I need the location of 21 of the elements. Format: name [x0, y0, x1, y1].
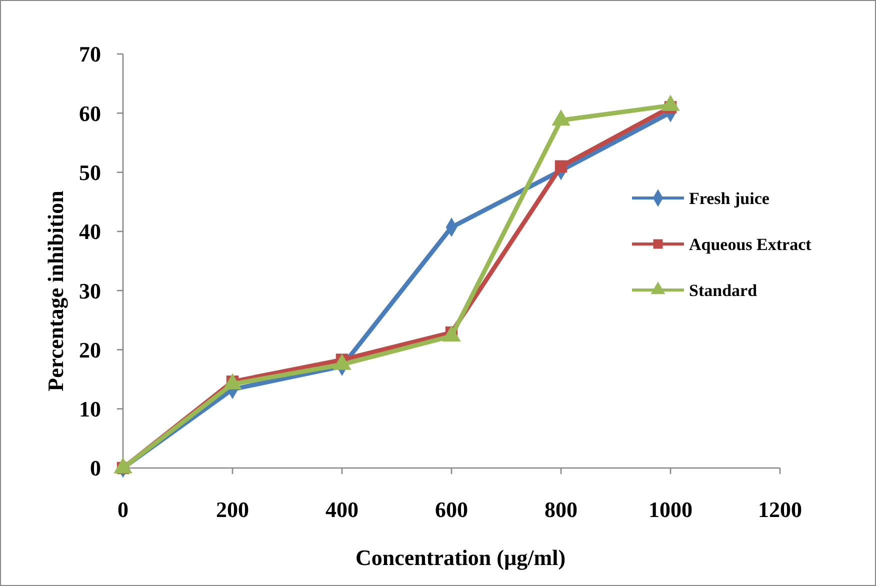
legend-label: Fresh juice: [689, 188, 770, 208]
y-tick-label: 60: [79, 100, 101, 126]
legend-label: Standard: [689, 280, 758, 300]
x-tick-label: 400: [326, 497, 358, 522]
y-tick-label: 30: [79, 278, 101, 304]
legend-label: Aqueous Extract: [689, 234, 812, 254]
y-tick-label: 20: [79, 337, 101, 362]
x-tick-label: 0: [118, 497, 128, 522]
y-tick-label: 50: [79, 160, 101, 185]
y-tick-label: 40: [79, 219, 101, 244]
y-tick-label: 10: [79, 396, 101, 422]
y-tick-label: 70: [79, 42, 101, 67]
x-tick-label: 1000: [648, 497, 692, 522]
x-tick-label: 600: [435, 497, 468, 522]
x-tick-label: 800: [544, 497, 578, 522]
x-tick-label: 200: [216, 497, 249, 522]
x-tick-label: 1200: [758, 497, 802, 522]
x-axis-title: Concentration (µg/ml): [355, 545, 566, 570]
point: [554, 160, 568, 172]
y-tick-label: 0: [90, 456, 101, 481]
y-axis-title: Percentage inhibition: [43, 190, 68, 392]
